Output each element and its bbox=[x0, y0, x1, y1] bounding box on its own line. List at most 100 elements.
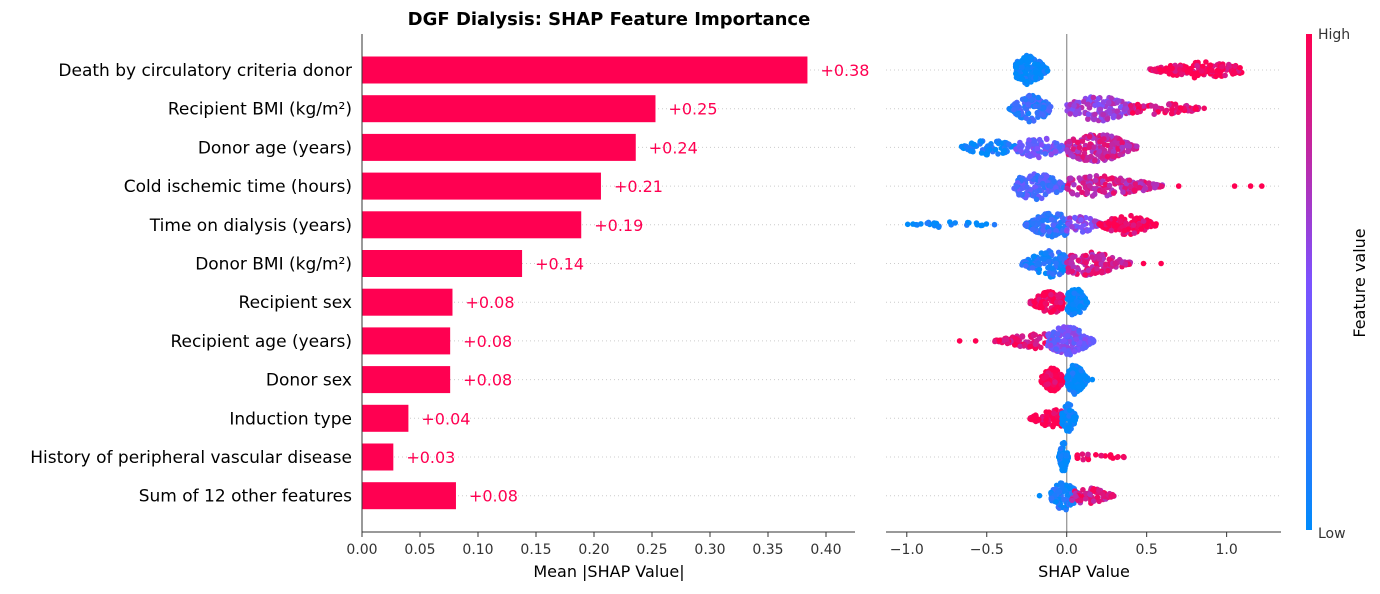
beeswarm-point bbox=[1059, 440, 1066, 447]
beeswarm-point bbox=[1080, 180, 1086, 186]
beeswarm-point bbox=[1048, 216, 1055, 223]
beeswarm-point bbox=[1022, 70, 1029, 76]
beeswarm-point bbox=[1085, 101, 1091, 108]
beeswarm-point bbox=[1064, 351, 1070, 357]
beeswarm-point bbox=[1097, 106, 1104, 113]
beeswarm-point bbox=[1087, 173, 1093, 180]
beeswarm-point bbox=[1043, 409, 1049, 415]
beeswarm-point bbox=[956, 338, 963, 344]
beeswarm-point bbox=[1029, 265, 1036, 271]
beeswarm-point bbox=[1163, 107, 1170, 114]
beeswarm-point bbox=[1123, 220, 1129, 226]
beeswarm-point bbox=[1093, 452, 1099, 458]
beeswarm-point bbox=[1085, 267, 1092, 274]
beeswarm-point bbox=[1030, 220, 1036, 227]
beeswarm-point bbox=[1083, 375, 1089, 382]
beeswarm-point bbox=[1111, 220, 1117, 227]
bar-series bbox=[362, 56, 808, 510]
beeswarm-point bbox=[1011, 342, 1018, 348]
beeswarm-point bbox=[1099, 269, 1105, 276]
beeswarm-point bbox=[1035, 416, 1042, 423]
beeswarm-point bbox=[1043, 373, 1050, 380]
beeswarm-point bbox=[1022, 342, 1028, 348]
beeswarm-point bbox=[1129, 110, 1136, 116]
beeswarm-point bbox=[1166, 101, 1172, 108]
bar bbox=[362, 172, 601, 200]
beeswarm-point bbox=[1023, 263, 1029, 269]
beeswarm-point bbox=[1073, 336, 1080, 343]
beeswarm-point bbox=[1105, 267, 1111, 274]
beeswarm-point bbox=[1158, 260, 1164, 267]
beeswarm-point bbox=[1100, 187, 1106, 194]
beeswarm-point bbox=[1072, 493, 1079, 500]
beeswarm-point bbox=[1024, 184, 1030, 190]
beeswarm-point bbox=[1112, 260, 1119, 266]
beeswarm-point bbox=[1177, 105, 1184, 111]
beeswarm-point bbox=[1209, 67, 1215, 74]
beeswarm-point bbox=[1097, 222, 1104, 228]
beeswarm-point bbox=[1092, 157, 1098, 164]
beeswarm-point bbox=[1057, 377, 1063, 384]
beeswarm-x-tick-label: −0.5 bbox=[970, 542, 1004, 558]
beeswarm-point bbox=[1131, 216, 1138, 222]
bar bbox=[362, 56, 808, 84]
category-label: Sum of 12 other features bbox=[139, 487, 352, 507]
category-label: Recipient sex bbox=[239, 293, 352, 313]
beeswarm-point bbox=[1079, 138, 1086, 144]
beeswarm-point bbox=[1033, 196, 1040, 203]
beeswarm-point bbox=[1011, 106, 1017, 113]
beeswarm-point bbox=[1232, 63, 1238, 69]
beeswarm-point bbox=[904, 221, 911, 228]
beeswarm-point bbox=[1082, 496, 1089, 502]
beeswarm-point bbox=[1089, 254, 1095, 260]
bar bbox=[362, 366, 451, 394]
bar-x-axis-label: Mean |SHAP Value| bbox=[533, 562, 684, 581]
beeswarm-point bbox=[1065, 383, 1071, 390]
beeswarm-point bbox=[1148, 103, 1155, 109]
beeswarm-point bbox=[1039, 304, 1045, 311]
beeswarm-point bbox=[1018, 148, 1024, 154]
beeswarm-point bbox=[1116, 98, 1122, 104]
beeswarm-point bbox=[1013, 183, 1020, 190]
beeswarm-point bbox=[1075, 267, 1082, 273]
beeswarm-point bbox=[1083, 252, 1089, 259]
beeswarm-point bbox=[1118, 214, 1125, 220]
beeswarm-point bbox=[1188, 65, 1194, 72]
beeswarm-x-tick-label: 0.5 bbox=[1136, 542, 1158, 558]
beeswarm-point bbox=[1071, 348, 1078, 355]
beeswarm-point bbox=[1071, 310, 1078, 317]
beeswarm-point bbox=[1198, 68, 1205, 74]
beeswarm-point bbox=[1012, 336, 1019, 342]
bar-value-label: +0.08 bbox=[469, 487, 518, 506]
beeswarm-point bbox=[1084, 157, 1090, 163]
category-label: Donor BMI (kg/m²) bbox=[195, 255, 352, 275]
beeswarm-point bbox=[1024, 192, 1031, 198]
beeswarm-point bbox=[1001, 147, 1008, 154]
beeswarm-point bbox=[1065, 186, 1071, 192]
beeswarm-point bbox=[1140, 260, 1147, 267]
beeswarm-point bbox=[1061, 324, 1067, 330]
beeswarm-point bbox=[1027, 173, 1033, 179]
beeswarm-point bbox=[1026, 137, 1032, 143]
beeswarm-point bbox=[1195, 72, 1201, 79]
bar bbox=[362, 404, 409, 432]
beeswarm-point bbox=[924, 220, 930, 227]
beeswarm-point bbox=[1100, 111, 1107, 118]
beeswarm-point bbox=[1050, 423, 1056, 430]
beeswarm-point bbox=[1131, 230, 1138, 236]
beeswarm-point bbox=[1126, 143, 1133, 149]
beeswarm-point bbox=[1036, 492, 1043, 499]
beeswarm-point bbox=[1040, 223, 1047, 229]
beeswarm-point bbox=[1044, 173, 1050, 179]
bar bbox=[362, 211, 582, 239]
beeswarm-point bbox=[1026, 142, 1033, 148]
colorbar-title: Feature value bbox=[1350, 228, 1369, 337]
beeswarm-point bbox=[1039, 180, 1046, 187]
beeswarm-point bbox=[1231, 70, 1238, 76]
beeswarm-point bbox=[1098, 261, 1105, 267]
beeswarm-point bbox=[1168, 110, 1175, 117]
beeswarm-point bbox=[1065, 149, 1071, 155]
beeswarm-point bbox=[1076, 185, 1082, 191]
beeswarm-point bbox=[935, 224, 942, 230]
